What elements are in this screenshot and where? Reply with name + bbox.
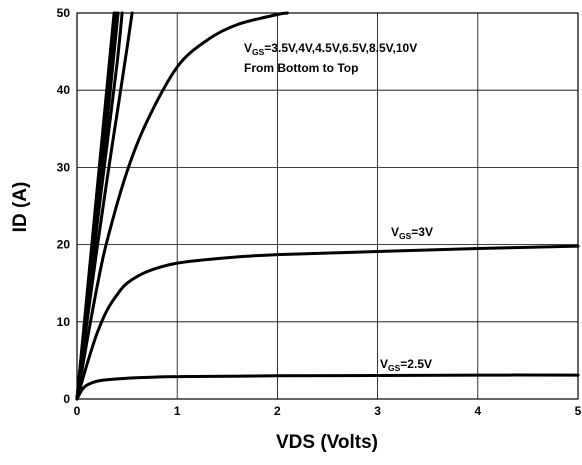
curve-vgs-3v [75, 244, 580, 401]
curve-vgs-2-5v [75, 373, 580, 401]
curve-vgs-3-5v [75, 11, 289, 401]
curve-vgs-10v [75, 11, 116, 401]
x-tick-label: 0 [74, 404, 81, 418]
y-tick-label: 20 [57, 238, 71, 252]
plot-frame [76, 12, 579, 400]
grid [76, 12, 579, 400]
x-axis-title: VDS (Volts) [276, 432, 378, 453]
y-tick-label: 30 [57, 160, 71, 174]
x-tick-label: 3 [374, 404, 381, 418]
x-tick-label: 1 [174, 404, 181, 418]
y-tick-label: 0 [63, 392, 70, 406]
x-tick-label: 2 [274, 404, 281, 418]
y-tick-label: 40 [57, 83, 71, 97]
vgs-order-note: From Bottom to Top [244, 61, 358, 75]
curves [75, 11, 580, 401]
vgs-2-5v-label: VGS=2.5V [380, 357, 432, 373]
vgs-3v-label: VGS=3V [391, 225, 433, 241]
y-tick-label: 50 [57, 6, 71, 20]
y-tick-label: 10 [57, 315, 71, 329]
x-tick-label: 4 [474, 404, 481, 418]
y-axis-title: ID (A) [10, 182, 31, 233]
curve-vgs-4v [75, 11, 134, 401]
x-tick-label: 5 [575, 404, 582, 418]
vgs-top-label: VGS=3.5V,4V,4.5V,6.5V,8.5V,10V [244, 41, 417, 57]
